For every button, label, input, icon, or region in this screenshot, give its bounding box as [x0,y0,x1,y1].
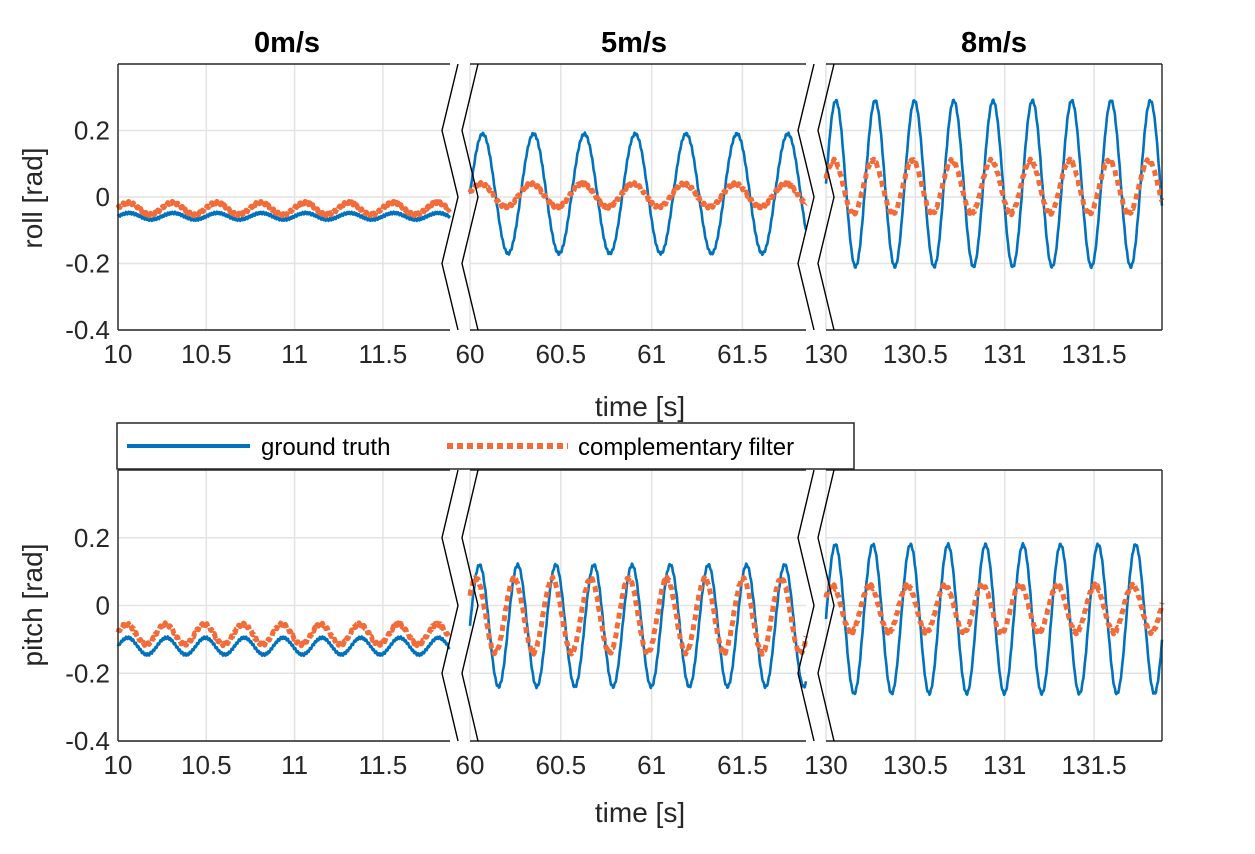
y-tick-label: 0.2 [74,523,110,553]
x-tick-label: 131 [983,750,1026,780]
y-tick-label: -0.4 [65,726,110,756]
x-tick-label: 11.5 [359,750,408,780]
series-line-ground-truth [116,635,451,658]
panel-title-0: 0m/s [254,27,320,59]
series-line-ground-truth [116,210,452,223]
axis-break-left [461,469,479,742]
x-axis-label-top: time [s] [595,391,685,422]
panel-r0-s2: 130 130.5 131 131.5 [804,63,1165,369]
axis-break-right [441,469,459,742]
series-line-complementary-filter [823,156,1165,218]
legend-label-complementary-filter: complementary filter [578,434,794,461]
panel-r1-s1: 60 60.5 61 61.5 [456,469,809,780]
x-tick-label: 130.5 [883,750,948,780]
x-tick-label: 10 [104,339,133,369]
legend: ground truth complementary filter [116,422,855,470]
x-tick-label: 60 [456,750,485,780]
x-axis-label-bottom: time [s] [595,797,685,828]
y-tick-label: 0 [96,591,110,621]
y-tick-label: -0.2 [65,249,110,279]
panel-title-2: 8m/s [961,27,1027,59]
panel-r1-s2: 130 130.5 131 131.5 [804,469,1165,780]
axis-break-right [797,469,815,742]
series-line-complementary-filter [823,581,1165,637]
x-tick-label: 61.5 [717,750,768,780]
y-tick-label: 0 [96,182,110,212]
series-line-complementary-filter [467,574,809,657]
plot-area: 10 10.5 11 11.5 60 60.5 61 61.5 130 130.5 131 131.5… [65,63,1165,780]
series-line-ground-truth [468,562,808,690]
series-line-complementary-filter [467,180,808,211]
axis-break-left [461,63,479,331]
x-tick-label: 60.5 [536,339,587,369]
x-tick-label: 61.5 [717,339,768,369]
panel-r1-s0: 10 10.5 11 11.5 [104,469,452,780]
y-axis-label-roll: roll [rad] [17,147,48,248]
x-tick-label: 11 [281,339,308,369]
panel-title-1: 5m/s [601,27,667,59]
x-tick-label: 10.5 [181,750,232,780]
x-tick-label: 61 [637,339,666,369]
series-line-ground-truth [824,541,1164,697]
series-line-ground-truth [824,98,1164,270]
series-line-complementary-filter [115,198,452,219]
panel-r0-s0: 10 10.5 11 11.5 [104,63,452,369]
y-tick-label: 0.2 [74,116,110,146]
x-tick-label: 130 [804,339,847,369]
x-tick-label: 11.5 [359,339,408,369]
x-tick-label: 10.5 [181,339,232,369]
x-tick-label: 10 [104,750,133,780]
y-axis-label-pitch: pitch [rad] [17,544,48,667]
x-tick-label: 61 [637,750,666,780]
panel-titles: 0m/s 5m/s 8m/s [254,27,1027,59]
legend-label-ground-truth: ground truth [261,434,390,461]
x-tick-label: 60 [456,339,485,369]
x-tick-label: 60.5 [536,750,587,780]
y-tick-label: -0.4 [65,315,110,345]
x-tick-label: 130 [804,750,847,780]
x-tick-label: 11 [281,750,308,780]
y-tick-label: -0.2 [65,658,110,688]
x-tick-label: 131 [983,339,1026,369]
x-tick-label: 130.5 [883,339,948,369]
x-tick-label: 131.5 [1062,339,1127,369]
axis-break-left [817,469,835,742]
axis-break-left [817,63,835,331]
axis-break-right [441,63,459,331]
axis-break-right [797,63,815,331]
panel-r0-s1: 60 60.5 61 61.5 [456,63,808,369]
series-line-complementary-filter [115,620,452,649]
x-tick-label: 131.5 [1062,750,1127,780]
